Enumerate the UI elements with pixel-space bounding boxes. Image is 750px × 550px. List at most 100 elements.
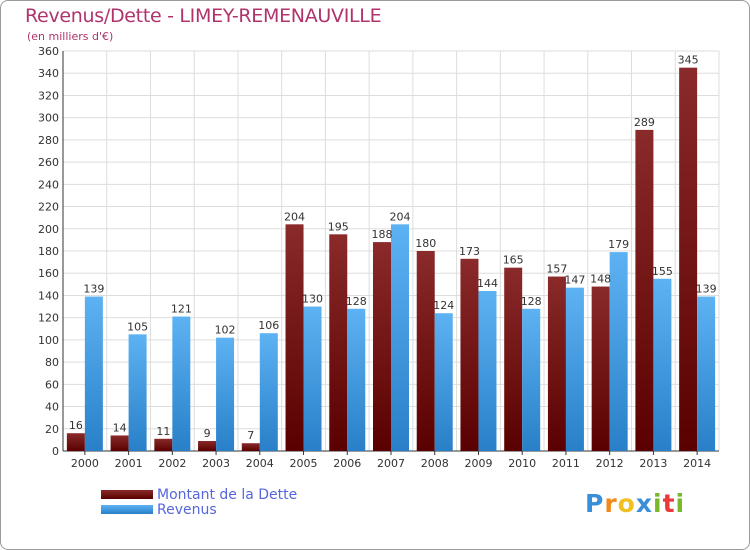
y-tick-label: 280: [38, 134, 59, 147]
logo-letter: o: [617, 489, 636, 518]
value-label-dette: 14: [113, 421, 127, 434]
bar-dette: [285, 224, 304, 451]
value-label-revenus: 105: [127, 320, 148, 333]
bar-revenus: [697, 296, 716, 451]
value-label-revenus: 124: [433, 299, 454, 312]
x-tick-label: 2012: [596, 457, 624, 470]
value-label-revenus: 204: [390, 210, 411, 223]
value-label-revenus: 106: [258, 319, 279, 332]
value-label-revenus: 139: [83, 283, 104, 296]
bar-revenus: [216, 337, 235, 451]
y-tick-label: 0: [52, 445, 59, 458]
y-tick-label: 20: [45, 423, 59, 436]
x-tick-label: 2013: [639, 457, 667, 470]
bar-dette: [547, 276, 566, 451]
bar-dette: [416, 251, 435, 451]
x-tick-label: 2008: [421, 457, 449, 470]
y-tick-label: 320: [38, 89, 59, 102]
value-label-dette: 204: [284, 210, 305, 223]
bar-revenus: [391, 224, 409, 451]
bar-dette: [66, 433, 85, 451]
bar-revenus: [522, 308, 541, 451]
y-tick-label: 60: [45, 378, 59, 391]
value-label-dette: 195: [328, 220, 349, 233]
logo-letter: r: [604, 489, 618, 518]
value-label-dette: 345: [678, 54, 699, 67]
proxiti-logo: Proxiti: [585, 489, 685, 518]
value-label-dette: 9: [204, 427, 211, 440]
value-label-dette: 7: [247, 429, 254, 442]
legend: Montant de la Dette Revenus: [101, 486, 298, 518]
bar-dette: [329, 234, 348, 451]
y-axis-ticks: 0 20 40 60 80 100 120 140 160 180 200 220 240 260 280 3…: [38, 45, 59, 458]
y-tick-label: 260: [38, 156, 59, 169]
y-tick-label: 160: [38, 267, 59, 280]
bar-revenus: [128, 334, 147, 451]
y-tick-label: 120: [38, 312, 59, 325]
logo-letter: P: [585, 489, 605, 518]
bar-revenus: [84, 296, 103, 451]
bar-revenus: [609, 252, 628, 451]
bar-revenus: [303, 306, 322, 451]
y-tick-label: 180: [38, 245, 59, 258]
value-label-revenus: 155: [652, 265, 673, 278]
logo-letter: i: [675, 489, 686, 518]
x-tick-label: 2011: [552, 457, 580, 470]
value-label-dette: 11: [156, 425, 170, 438]
bar-revenus: [478, 291, 497, 451]
bar-revenus: [347, 308, 366, 451]
x-tick-label: 2005: [290, 457, 318, 470]
x-tick-label: 2003: [202, 457, 230, 470]
y-tick-label: 220: [38, 201, 59, 214]
value-label-dette: 165: [503, 254, 524, 267]
bar-dette: [241, 443, 260, 451]
bar-dette: [198, 441, 217, 451]
value-label-revenus: 144: [477, 277, 498, 290]
x-tick-label: 2009: [464, 457, 492, 470]
bar-revenus: [259, 333, 278, 451]
x-tick-label: 2001: [115, 457, 143, 470]
x-tick-label: 2007: [377, 457, 405, 470]
bar-dette: [679, 67, 698, 452]
x-tick-label: 2004: [246, 457, 274, 470]
logo-letter: t: [662, 489, 676, 518]
value-label-dette: 289: [634, 116, 655, 129]
bar-revenus: [653, 278, 672, 451]
bar-dette: [591, 286, 610, 451]
value-label-revenus: 128: [346, 295, 367, 308]
legend-swatch-revenus: [101, 505, 153, 514]
value-label-dette: 173: [459, 245, 480, 258]
legend-label-revenus: Revenus: [157, 501, 217, 518]
value-label-dette: 180: [415, 237, 436, 250]
y-tick-label: 240: [38, 178, 59, 191]
y-tick-label: 300: [38, 112, 59, 125]
legend-item-debt: Montant de la Dette: [101, 486, 298, 503]
chart-subtitle: (en milliers d'€): [27, 30, 114, 43]
y-tick-label: 80: [45, 356, 59, 369]
bar-dette: [154, 438, 173, 451]
value-labels: 16 139 14 105 11 121 9 102 7 106 204 130 195 128 188 20…: [69, 54, 717, 443]
value-label-dette: 157: [546, 263, 567, 276]
value-label-revenus: 179: [608, 238, 629, 251]
x-tick-label: 2010: [508, 457, 536, 470]
logo-letter: i: [653, 489, 663, 518]
value-label-dette: 148: [590, 273, 611, 286]
value-label-dette: 188: [372, 228, 393, 241]
bar-dette: [460, 258, 479, 451]
value-label-revenus: 139: [696, 283, 717, 296]
x-tick-label: 2006: [333, 457, 361, 470]
bar-revenus: [434, 313, 453, 451]
bar-revenus: [172, 316, 191, 451]
bars: [66, 67, 716, 452]
x-axis-ticks: 2000 2001 2002 2003 2004 2005 2006 2007 2008 2009…: [71, 451, 711, 470]
x-tick-label: 2000: [71, 457, 99, 470]
x-tick-label: 2002: [158, 457, 186, 470]
y-tick-label: 140: [38, 289, 59, 302]
bar-dette: [504, 267, 523, 451]
legend-swatch-debt: [101, 490, 153, 499]
legend-label-debt: Montant de la Dette: [157, 486, 298, 503]
bar-dette: [635, 129, 654, 451]
logo-letter: x: [635, 489, 653, 518]
